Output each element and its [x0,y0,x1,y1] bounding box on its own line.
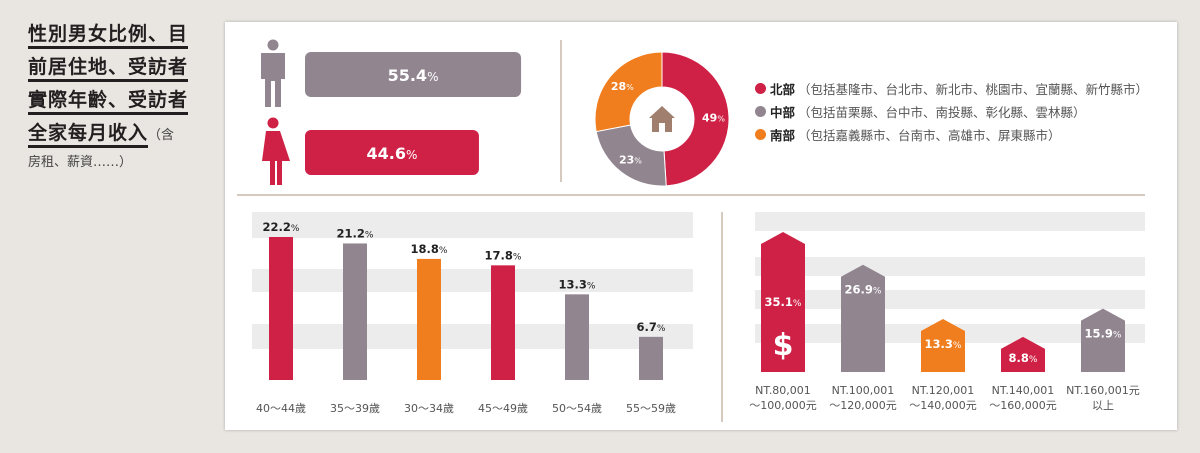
age-grid-band-2 [252,324,693,349]
age-bar-3 [491,265,515,380]
legend-detail: （包括苗栗縣、台中市、南投縣、彰化縣、雲林縣） [798,105,1086,120]
donut-slice-label-1: 23% [619,154,642,167]
age-bar-1 [343,243,367,380]
income-grid-band-1 [755,257,1145,276]
male-icon [261,39,285,107]
income-bar-label-2: 13.3% [925,337,962,351]
age-bar-0 [269,237,293,380]
title-note-line2: 房租、薪資……） [28,155,133,170]
legend-name: 中部 [770,105,796,120]
age-bar-label-3: 17.8% [485,248,522,262]
income-tick-label-0-1: ～100,000元 [749,399,817,412]
legend-swatch [755,83,766,94]
gender-bar-male [305,52,522,97]
female-icon [262,117,290,185]
legend-name: 北部 [770,82,796,97]
income-bar-label-3: 8.8% [1009,351,1038,365]
age-bar-4 [565,294,589,380]
age-bar-label-5: 6.7% [637,320,666,334]
income-tick-label-0-0: NT.80,001 [755,384,811,397]
income-bar-3 [1001,336,1045,372]
legend-item-2: 南部 （包括嘉義縣市、台南市、高雄市、屏東縣市） [755,123,1148,146]
age-bar-label-1: 21.2% [337,226,374,240]
income-tick-label-2-1: ～140,000元 [909,399,977,412]
title-line-3: 實際年齡、受訪者 [28,89,189,115]
income-bar-label-1: 26.9% [845,283,882,297]
age-bar-label-4: 13.3% [559,277,596,291]
infographic-card: 55.4% 44.6% 49% 23% 28% 22.2% 40～44歲 21.2% 35～39… [225,22,1177,430]
house-icon [649,106,675,132]
age-grid-band-0 [252,212,693,238]
age-tick-label-1: 35～39歲 [330,401,380,415]
income-tick-label-3-1: ～160,000元 [989,399,1057,412]
male-head [267,39,279,51]
income-tick-label-4-1: 以上 [1092,399,1114,412]
house-shape [649,106,675,132]
age-grid-band-1 [252,269,693,292]
age-tick-label-0: 40～44歲 [256,401,306,415]
income-tick-label-2-0: NT.120,001 [912,384,975,397]
income-tick-label-3-0: NT.140,001 [992,384,1055,397]
income-bar-1 [841,264,885,372]
age-tick-label-5: 55～59歲 [626,401,676,415]
income-bar-2 [921,318,965,372]
age-bar-label-2: 18.8% [411,242,448,256]
age-bar-5 [639,336,663,380]
page-title: 性別男女比例、目 前居住地、受訪者 實際年齡、受訪者 全家每月收入（含 房租、薪… [28,18,203,174]
legend-detail: （包括基隆市、台北市、新北市、桃園市、宜蘭縣、新竹縣市） [798,82,1149,97]
legend-swatch [755,129,766,140]
gender-bar-label-female: 44.6% [367,144,418,163]
income-bar-0 [761,232,805,372]
donut-slice-label-0: 49% [702,111,725,124]
income-tick-label-1-0: NT.100,001 [832,384,895,397]
legend-detail: （包括嘉義縣市、台南市、高雄市、屏東縣市） [798,128,1061,143]
age-bar-2 [417,258,441,380]
title-line-4: 全家每月收入 [28,122,149,148]
title-note: （含 [148,128,175,143]
female-head [267,117,279,129]
legend-swatch [755,106,766,117]
age-bar-label-0: 22.2% [263,220,300,234]
legend-name: 南部 [770,128,796,143]
legend-item-1: 中部 （包括苗栗縣、台中市、南投縣、彰化縣、雲林縣） [755,100,1148,123]
income-tick-label-4-0: NT.160,001元 [1066,384,1140,397]
income-grid-band-2 [755,290,1145,309]
legend-item-0: 北部 （包括基隆市、台北市、新北市、桃園市、宜蘭縣、新竹縣市） [755,77,1148,100]
age-tick-label-2: 30～34歲 [404,401,454,415]
title-line-1: 性別男女比例、目 [28,23,189,49]
donut-slice-label-2: 28% [611,80,634,93]
income-tick-label-1-1: ～120,000元 [829,399,897,412]
gender-bar-label-male: 55.4% [388,66,439,85]
title-line-2: 前居住地、受訪者 [28,56,189,82]
income-bar-label-4: 15.9% [1085,327,1122,341]
female-body [262,131,290,185]
age-tick-label-4: 50～54歲 [552,401,602,415]
income-bar-label-0: 35.1% [765,295,802,309]
age-tick-label-3: 45～49歲 [478,401,528,415]
infographic-svg: 55.4% 44.6% 49% 23% 28% 22.2% 40～44歲 21.2% 35～39… [237,39,1145,422]
gender-bar-female [305,130,479,175]
income-bar-4 [1081,308,1125,372]
dollar-icon: $ [773,328,794,363]
region-legend: 北部 （包括基隆市、台北市、新北市、桃園市、宜蘭縣、新竹縣市） 中部 （包括苗栗縣、台… [755,77,1148,146]
male-body [261,53,285,107]
income-grid-band-0 [755,212,1145,231]
